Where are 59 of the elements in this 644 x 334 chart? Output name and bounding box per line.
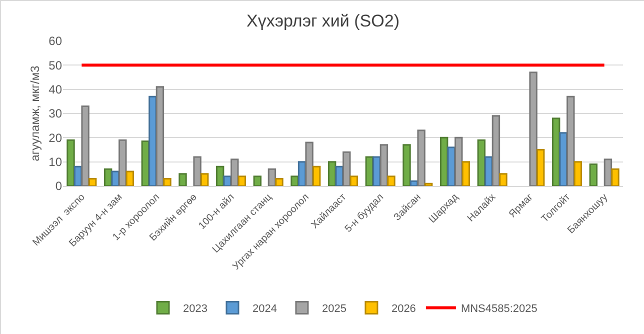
bar: [81, 106, 90, 186]
bar: [342, 151, 351, 186]
bar: [402, 144, 411, 186]
legend-label: 2026: [391, 303, 416, 316]
bar: [566, 96, 575, 186]
y-tick-label: 20: [48, 130, 62, 145]
bar: [328, 161, 336, 186]
bar: [499, 173, 508, 186]
bar: [88, 178, 97, 186]
bar: [604, 158, 612, 186]
legend-label: 2024: [252, 303, 277, 316]
legend-label: 2025: [322, 303, 346, 316]
bar: [417, 130, 426, 186]
bar: [462, 161, 470, 186]
bar: [529, 72, 538, 186]
bar: [156, 86, 164, 186]
bar: [454, 136, 463, 186]
bar: [574, 161, 582, 186]
bar: [611, 168, 620, 186]
y-axis-title: агууламж, мкг/м3: [28, 65, 42, 162]
bar: [312, 166, 321, 186]
bar: [118, 139, 127, 186]
bar: [290, 176, 299, 186]
bar: [148, 96, 157, 186]
bar: [178, 173, 187, 186]
bar: [589, 164, 598, 186]
legend-label: 2023: [183, 303, 208, 316]
y-tick-label: 30: [48, 106, 62, 121]
chart-title: Хүхэрлэг хий (SO2): [246, 11, 400, 30]
bar: [230, 158, 239, 186]
bar: [163, 178, 172, 186]
bar: [66, 139, 75, 186]
bar: [216, 166, 224, 186]
bar: [372, 156, 381, 186]
bar: [424, 182, 433, 186]
y-tick-label: 60: [48, 34, 62, 48]
bar: [492, 115, 500, 186]
bar: [380, 144, 388, 186]
y-tick-label: 40: [48, 82, 62, 97]
bar: [104, 168, 112, 186]
bar: [238, 176, 246, 186]
legend-label: MNS4585:2025: [460, 303, 538, 316]
y-tick-label: 50: [48, 58, 62, 72]
bar: [536, 149, 545, 186]
bar: [440, 136, 448, 186]
bar: [193, 156, 202, 186]
bar: [268, 168, 276, 186]
y-tick-label: 10: [48, 155, 62, 170]
bar: [552, 118, 560, 186]
bar: [387, 176, 396, 186]
bar: [126, 170, 134, 186]
bar: [200, 173, 209, 186]
bar: [275, 178, 284, 186]
bar: [484, 156, 493, 186]
bar: [477, 139, 486, 186]
y-tick-label: 0: [55, 179, 62, 194]
bar: [305, 142, 314, 186]
bar: [350, 176, 358, 186]
bar: [253, 176, 262, 186]
